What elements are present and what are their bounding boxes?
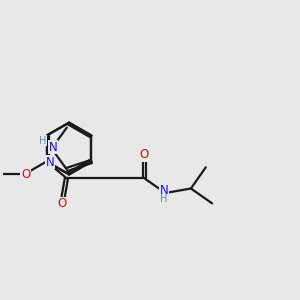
Text: O: O bbox=[140, 148, 149, 161]
Text: N: N bbox=[49, 141, 57, 154]
Text: H: H bbox=[160, 194, 168, 205]
Text: O: O bbox=[57, 197, 67, 210]
Text: O: O bbox=[21, 168, 30, 181]
Text: H: H bbox=[39, 136, 46, 146]
Text: N: N bbox=[46, 156, 55, 169]
Text: N: N bbox=[160, 184, 168, 196]
